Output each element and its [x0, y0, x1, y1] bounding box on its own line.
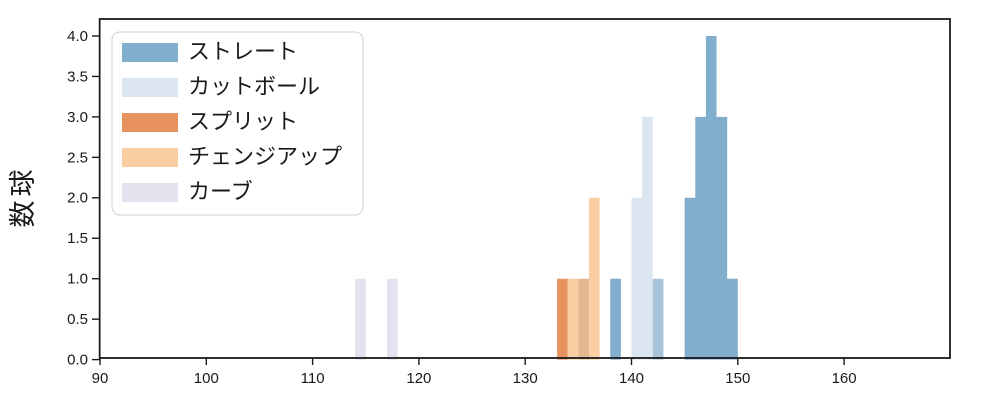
- svg-text:3.5: 3.5: [67, 68, 88, 85]
- svg-text:ストレート: ストレート: [188, 39, 298, 64]
- svg-text:カットボール: カットボール: [188, 74, 320, 99]
- svg-text:0.0: 0.0: [67, 352, 88, 369]
- svg-text:90: 90: [92, 370, 109, 387]
- svg-text:3.0: 3.0: [67, 109, 88, 126]
- svg-text:2.0: 2.0: [67, 190, 88, 207]
- svg-text:150: 150: [725, 370, 750, 387]
- svg-text:160: 160: [832, 370, 857, 387]
- svg-text:120: 120: [406, 370, 431, 387]
- svg-text:スプリット: スプリット: [188, 109, 298, 134]
- svg-text:カーブ: カーブ: [188, 179, 253, 204]
- svg-text:100: 100: [194, 370, 219, 387]
- svg-text:140: 140: [619, 370, 644, 387]
- svg-text:130: 130: [513, 370, 538, 387]
- svg-text:チェンジアップ: チェンジアップ: [188, 144, 342, 169]
- svg-text:4.0: 4.0: [67, 28, 88, 45]
- svg-text:110: 110: [301, 370, 325, 387]
- svg-text:0.5: 0.5: [67, 311, 88, 328]
- svg-text:数: 数: [8, 201, 38, 228]
- svg-text:1.0: 1.0: [67, 271, 88, 288]
- svg-text:2.5: 2.5: [67, 149, 88, 166]
- svg-text:1.5: 1.5: [67, 230, 88, 247]
- svg-text:球: 球: [8, 170, 38, 197]
